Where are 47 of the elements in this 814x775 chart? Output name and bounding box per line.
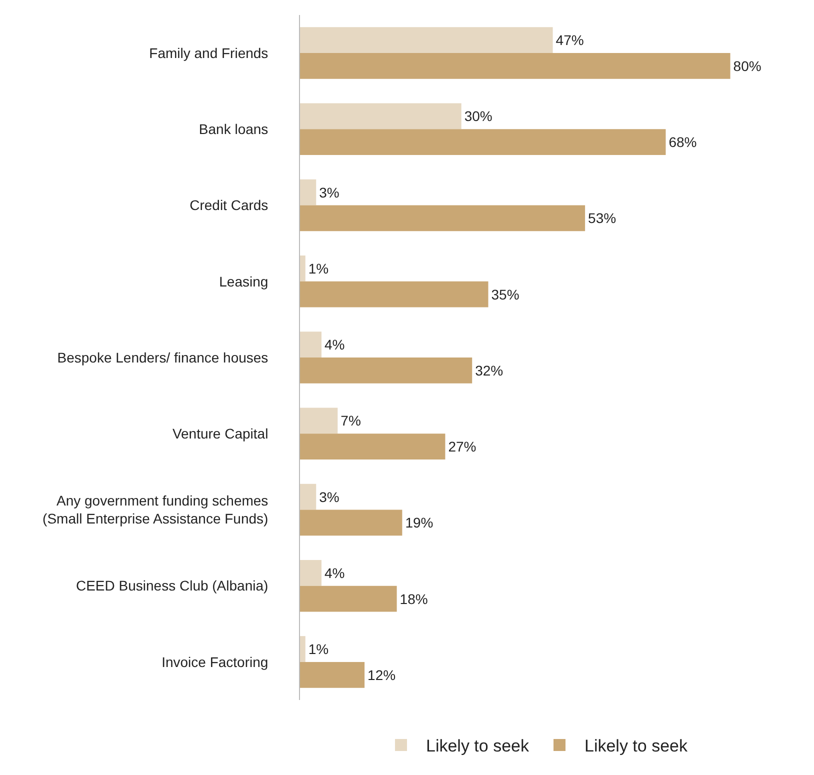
y-tick-label: Invoice Factoring [162,654,268,670]
bar [300,256,306,282]
bar [300,434,446,460]
data-label: 1% [308,641,329,658]
data-label: 18% [400,590,428,607]
data-label: 19% [405,514,434,531]
data-label: 30% [464,108,492,124]
bar [300,332,322,358]
bar [300,484,316,510]
data-label: 47% [556,32,584,48]
y-tick-label: Credit Cards [190,197,268,214]
legend-label: Likely to seek [584,736,688,756]
data-label: 27% [448,438,476,455]
data-label: 4% [324,336,345,353]
bar [300,205,586,232]
bar [300,103,462,130]
data-label: 32% [475,362,504,378]
y-tick-label: Leasing [219,273,268,290]
data-label: 35% [491,286,520,302]
data-label: 12% [368,666,396,683]
bar [300,27,553,54]
bar [300,408,338,434]
legend-label: Likely to seek [426,736,530,756]
y-tick-label: Any government funding schemes (Small Enterprise Assistance Funds) [42,492,268,527]
y-tick-label: Bank loans [198,121,268,138]
bar [300,129,666,156]
bar [300,179,316,206]
data-label: 53% [588,210,616,226]
data-label: 7% [340,412,361,429]
y-tick-label: Venture Capital [172,426,268,442]
bar [300,358,472,384]
y-tick-label: Family and Friends [149,44,268,61]
y-tick-label: CEED Business Club (Albania) [76,578,268,594]
bar [300,281,488,308]
data-label: 3% [319,184,340,200]
data-label: 1% [308,260,329,276]
bar [300,53,730,79]
data-label: 4% [324,564,345,581]
bar [300,636,306,662]
data-label: 80% [733,58,762,74]
data-label: 3% [319,488,340,505]
data-label: 68% [668,134,697,150]
bar [300,560,322,586]
bar [300,586,397,612]
y-tick-label: Bespoke Lenders/ finance houses [57,349,268,366]
bar [300,662,365,688]
bar [300,510,402,536]
